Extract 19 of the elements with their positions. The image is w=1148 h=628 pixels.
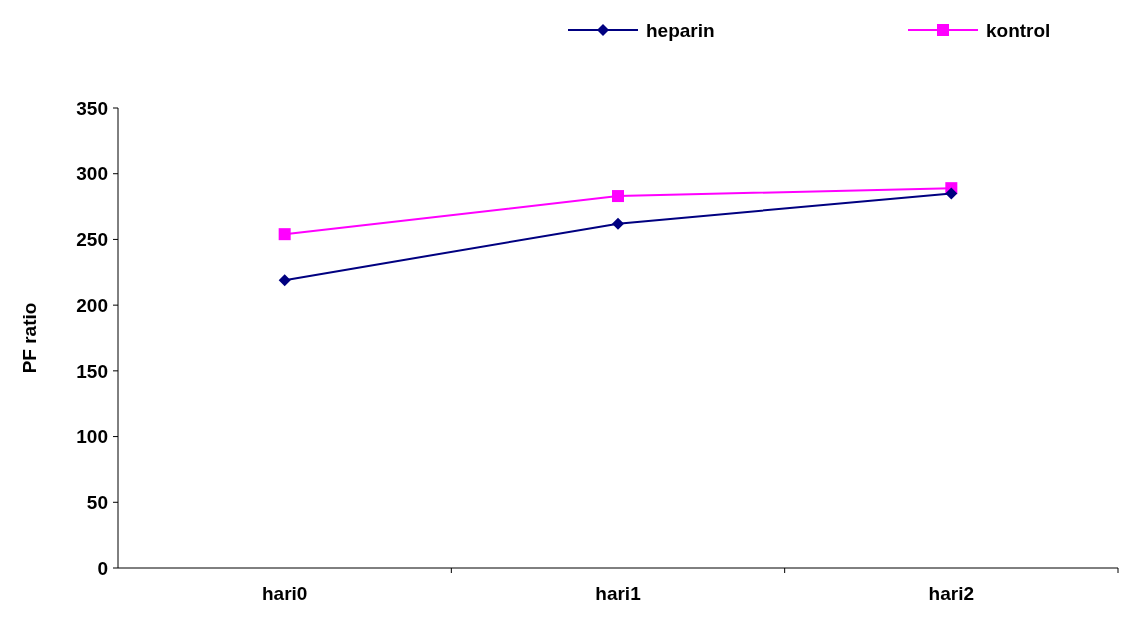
point: [945, 187, 958, 200]
y-tick-label: 350: [76, 97, 108, 119]
y-tick-label: 250: [76, 229, 108, 251]
legend-label: kontrol: [986, 19, 1051, 41]
x-tick-label: hari2: [928, 583, 975, 604]
point: [612, 190, 624, 203]
point: [278, 274, 291, 287]
legend-label: heparin: [646, 19, 715, 41]
y-tick-label: 100: [76, 426, 108, 448]
x-tick-label: hari1: [595, 583, 642, 604]
y-tick-label: 150: [76, 360, 108, 382]
point: [612, 217, 624, 230]
x-tick-label: hari0: [261, 583, 308, 604]
y-tick-label: 0: [97, 557, 108, 579]
y-tick-label: 50: [86, 491, 108, 513]
y-tick-label: 200: [76, 294, 108, 316]
y-axis-title: PF ratio: [19, 302, 40, 374]
y-tick-label: 300: [76, 163, 108, 185]
point: [278, 228, 291, 241]
